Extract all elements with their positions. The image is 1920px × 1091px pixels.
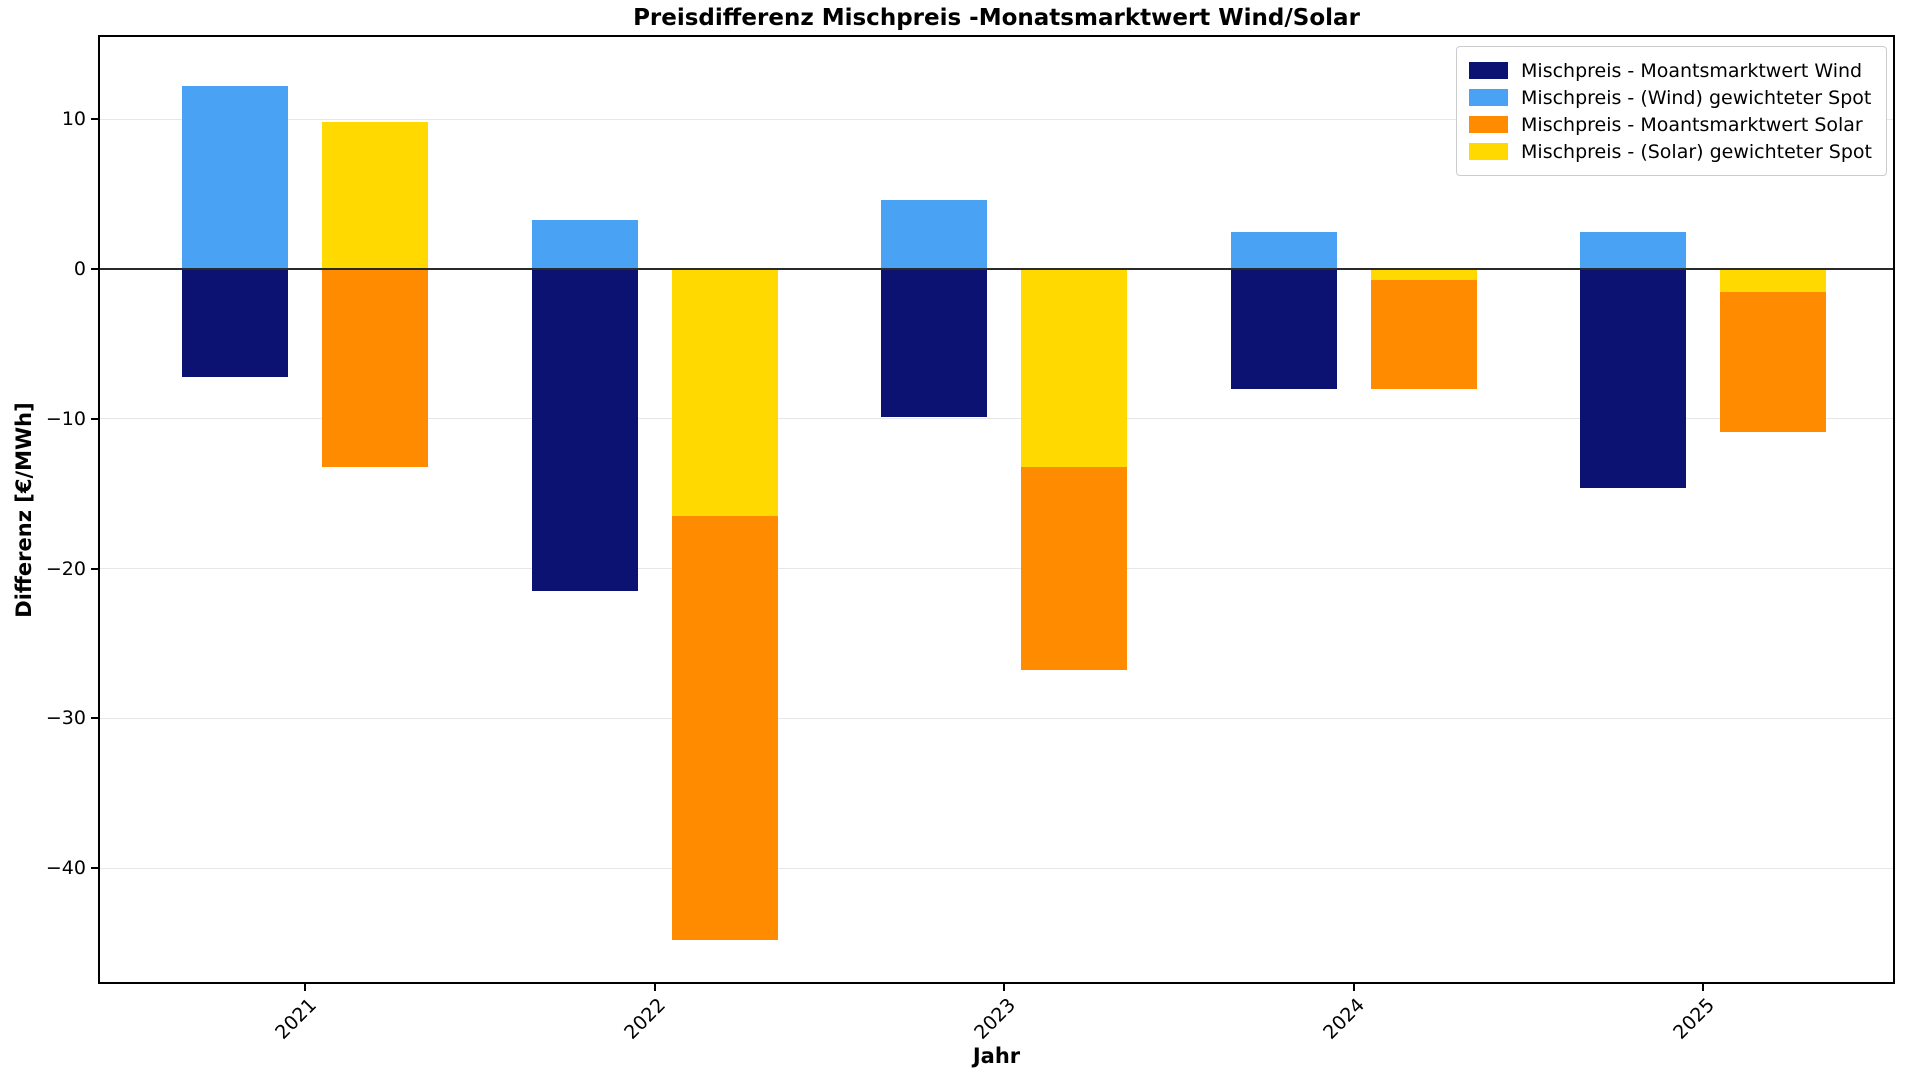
bar-solar-spot-2024 — [1370, 269, 1477, 280]
y-tick-mark — [91, 567, 100, 570]
y-tick-label: −20 — [45, 557, 86, 580]
x-tick-mark — [1003, 982, 1005, 991]
gridline — [100, 418, 1893, 420]
x-tick-label: 2022 — [620, 994, 671, 1044]
bar-wind-marktwert-2023 — [881, 269, 987, 418]
y-tick-label: −30 — [45, 707, 86, 730]
y-tick-label: −10 — [45, 407, 86, 430]
legend-label: Mischpreis - (Solar) gewichteter Spot — [1521, 140, 1872, 163]
x-tick-mark — [304, 982, 306, 991]
bar-solar-marktwert-2024 — [1370, 269, 1477, 389]
y-tick-mark — [91, 268, 100, 271]
bar-wind-spot-2021 — [182, 86, 288, 270]
legend-label: Mischpreis - Moantsmarktwert Wind — [1521, 59, 1863, 82]
legend-entry: Mischpreis - (Solar) gewichteter Spot — [1469, 138, 1872, 165]
bar-solar-spot-2022 — [671, 269, 778, 517]
x-tick-label: 2024 — [1319, 994, 1370, 1044]
x-tick-mark — [1702, 982, 1704, 991]
y-tick-mark — [91, 867, 100, 870]
legend-entry: Mischpreis - Moantsmarktwert Wind — [1469, 57, 1872, 84]
bar-solar-marktwert-2021 — [322, 269, 428, 467]
bar-wind-marktwert-2022 — [531, 269, 638, 592]
bar-solar-marktwert-2025 — [1720, 269, 1826, 433]
gridline — [100, 118, 1893, 120]
legend-entry: Mischpreis - (Wind) gewichteter Spot — [1469, 84, 1872, 111]
bar-wind-spot-2025 — [1580, 231, 1686, 270]
bar-wind-spot-2024 — [1230, 231, 1337, 270]
x-tick-label: 2023 — [969, 994, 1020, 1044]
bar-wind-marktwert-2025 — [1580, 269, 1686, 488]
bar-solar-spot-2023 — [1021, 269, 1127, 467]
y-tick-label: 10 — [61, 108, 86, 131]
bar-wind-marktwert-2021 — [182, 269, 288, 377]
gridline — [100, 867, 1893, 869]
x-tick-mark — [653, 982, 656, 991]
gridline — [100, 717, 1893, 719]
x-tick-label: 2025 — [1668, 994, 1719, 1044]
bar-solar-spot-2021 — [322, 122, 428, 270]
legend-swatch — [1469, 62, 1509, 79]
zero-line — [100, 268, 1893, 271]
legend-label: Mischpreis - (Wind) gewichteter Spot — [1521, 86, 1872, 109]
y-tick-mark — [91, 118, 100, 121]
x-tick-mark — [1352, 982, 1355, 991]
gridline — [100, 568, 1893, 570]
legend-entry: Mischpreis - Moantsmarktwert Solar — [1469, 111, 1872, 138]
y-tick-label: 0 — [73, 258, 86, 281]
legend-label: Mischpreis - Moantsmarktwert Solar — [1521, 113, 1863, 136]
x-axis-label: Jahr — [972, 1044, 1021, 1068]
x-tick-label: 2021 — [270, 994, 321, 1044]
y-axis-label: Differenz [€/MWh] — [12, 402, 36, 618]
y-tick-label: −40 — [45, 857, 86, 880]
chart-title: Preisdifferenz Mischpreis -Monatsmarktwe… — [633, 5, 1360, 31]
y-tick-mark — [91, 417, 100, 420]
bar-wind-spot-2023 — [881, 200, 987, 270]
bar-solar-spot-2025 — [1720, 269, 1826, 292]
bar-wind-marktwert-2024 — [1230, 269, 1337, 389]
legend: Mischpreis - Moantsmarktwert Wind Mischpr… — [1456, 46, 1887, 176]
bar-wind-spot-2022 — [531, 219, 638, 270]
plot-area: 10 0 −10 −20 −30 −40 2021 2022 2023 2024 2025 Misch… — [46, 35, 1895, 1044]
legend-swatch — [1469, 143, 1509, 160]
y-tick-mark — [91, 717, 100, 720]
legend-swatch — [1469, 116, 1509, 133]
legend-swatch — [1469, 89, 1509, 106]
